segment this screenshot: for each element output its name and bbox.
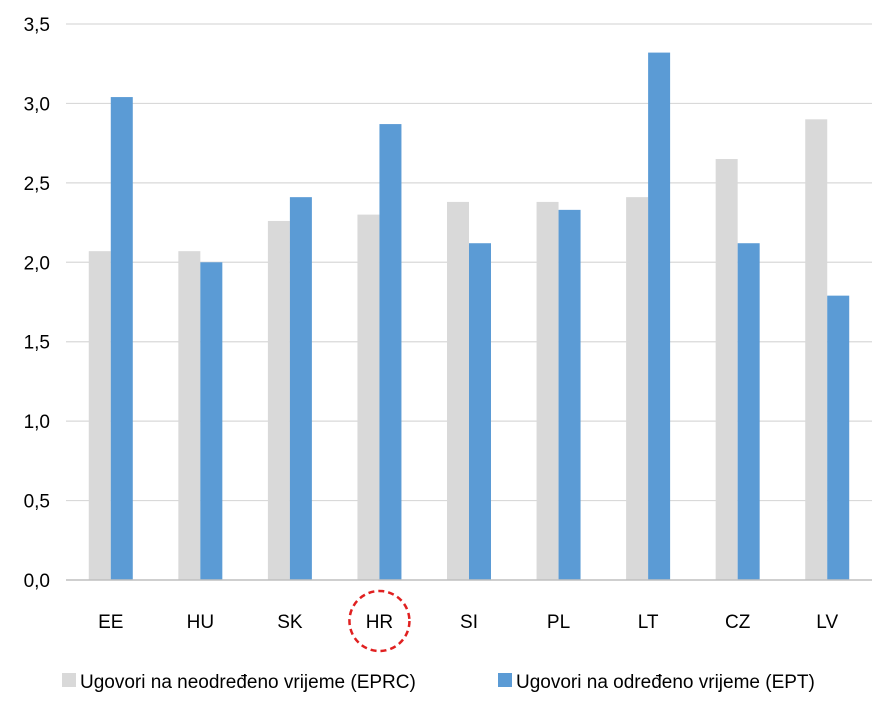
bar-ept-lv [827,295,850,580]
bar-ept-si [469,243,491,581]
y-tick-label: 2,0 [24,253,50,274]
legend-swatch-ept [498,673,512,687]
bar-eprc-si [447,201,469,581]
x-category-label: PL [547,612,570,633]
y-tick-label: 0,5 [24,492,50,513]
x-category-label: EE [98,612,123,633]
highlight-circle [348,589,411,653]
bar-ept-ee [110,97,133,581]
bar-eprc-hr [357,214,380,580]
y-tick-label: 2,5 [24,174,50,195]
bar-ept-hu [200,262,223,580]
y-tick-label: 1,5 [24,333,50,354]
y-axis-ticks: 0,0 0,5 1,0 1,5 2,0 2,5 3,0 3,5 [24,15,50,592]
bars [88,52,850,581]
bar-ept-hr [379,124,402,580]
y-tick-label: 3,0 [24,94,50,115]
bar-eprc-cz [715,159,738,580]
x-category-label: HR [366,612,393,633]
x-axis-categories: EE HU SK HR SI PL LT CZ LV [98,612,838,633]
bar-ept-sk [289,197,312,580]
y-tick-label: 3,5 [24,15,50,36]
bar-eprc-sk [267,220,290,581]
x-category-label: CZ [725,612,751,633]
bar-eprc-pl [536,201,559,581]
x-category-label: HU [187,612,214,633]
bar-eprc-ee [88,251,111,580]
legend-label-ept: Ugovori na određeno vrijeme (EPT) [516,672,815,693]
x-category-label: SI [460,612,478,633]
legend-swatch-eprc [62,673,76,687]
bar-ept-cz [737,243,760,581]
legend-label-eprc: Ugovori na neodređeno vrijeme (EPRC) [80,672,416,693]
bar-eprc-hu [178,251,201,580]
x-category-label: SK [277,612,303,633]
bar-ept-pl [558,209,581,580]
bar-ept-lt [648,52,671,580]
y-tick-label: 0,0 [24,571,50,592]
x-category-label: LT [638,612,659,633]
y-tick-label: 1,0 [24,412,50,433]
x-category-label: LV [816,612,838,633]
legend: Ugovori na neodređeno vrijeme (EPRC) Ugo… [62,672,815,693]
bar-eprc-lv [805,119,828,581]
bar-eprc-lt [626,197,649,580]
